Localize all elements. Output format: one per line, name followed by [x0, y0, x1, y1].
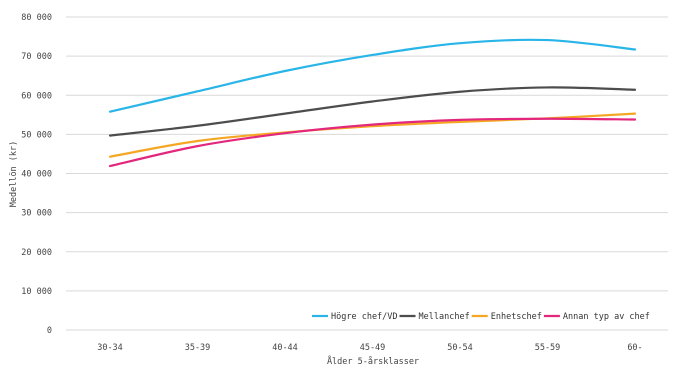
series	[108, 38, 637, 168]
series-line-enhetschef	[108, 112, 637, 158]
x-tick-label: 55-59	[535, 343, 561, 353]
y-tick-label: 0	[47, 326, 52, 336]
x-axis: 30-34 35-39 40-44 45-49 50-54 55-59 60-	[97, 343, 642, 353]
legend-label-enhetschef: Enhetschef	[491, 312, 542, 322]
y-tick-label: 70 000	[21, 52, 52, 62]
y-tick-label: 50 000	[21, 130, 52, 140]
y-axis-label: Medellön (kr)	[9, 141, 19, 208]
series-line-mellanchef	[108, 86, 637, 137]
legend-label-mellanchef: Mellanchef	[419, 312, 470, 322]
y-tick-label: 60 000	[21, 91, 52, 101]
x-tick-label: 30-34	[97, 343, 123, 353]
x-tick-label: 35-39	[185, 343, 211, 353]
y-tick-label: 80 000	[21, 13, 52, 23]
x-tick-label: 60-	[627, 343, 642, 353]
x-tick-label: 50-54	[447, 343, 473, 353]
y-tick-label: 20 000	[21, 248, 52, 258]
y-tick-label: 40 000	[21, 170, 52, 180]
legend-label-annan-typ-av-chef: Annan typ av chef	[563, 312, 650, 322]
x-axis-label: Ålder 5-årsklasser	[327, 355, 419, 367]
series-line-annan-typ-av-chef	[108, 117, 637, 168]
legend-label-h-gre-chef-vd: Högre chef/VD	[331, 312, 398, 322]
x-tick-label: 45-49	[360, 343, 386, 353]
series-line-h-gre-chef-vd	[108, 38, 637, 113]
y-tick-label: 30 000	[21, 209, 52, 219]
y-tick-label: 10 000	[21, 287, 52, 297]
legend: Högre chef/VD Mellanchef Enhetschef Annan t…	[312, 312, 650, 322]
x-tick-label: 40-44	[272, 343, 298, 353]
y-axis: 0 10 000 20 000 30 000 40 000 50 000 60 000 70 …	[21, 13, 52, 336]
grid	[66, 16, 668, 331]
